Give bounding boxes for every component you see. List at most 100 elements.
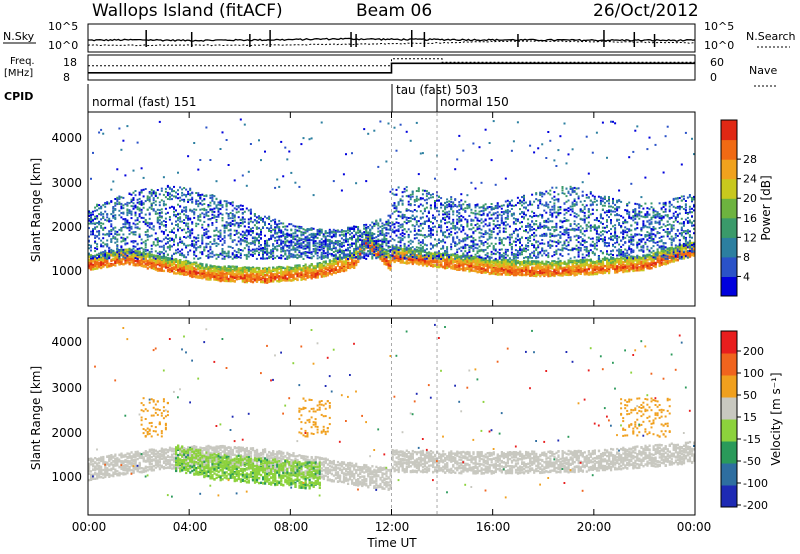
power-cell (328, 239, 331, 241)
power-cell (124, 226, 127, 229)
power-cell (290, 239, 293, 242)
power-cell (148, 235, 151, 238)
power-cell (395, 254, 398, 258)
power-cell (136, 257, 139, 260)
power-cell (411, 253, 414, 256)
power-cell (276, 266, 279, 269)
power-cell (96, 245, 99, 248)
power-cell (353, 230, 356, 232)
power-cell (164, 187, 167, 190)
power-cell (290, 273, 293, 277)
power-cell (90, 256, 92, 258)
power-cell (112, 228, 115, 231)
power-cell (270, 226, 273, 229)
power-cell (193, 273, 196, 277)
power-cell (389, 250, 392, 253)
power-cell (120, 205, 123, 208)
power-cell (308, 238, 311, 240)
power-cell (318, 248, 321, 251)
power-cell (260, 277, 263, 280)
power-cell (302, 277, 305, 281)
power-cell (219, 270, 222, 273)
power-cell (134, 257, 137, 260)
power-cell (258, 139, 260, 142)
power-cell (227, 234, 230, 237)
power-cell (98, 207, 101, 210)
power-cell (342, 234, 345, 237)
power-cell (308, 268, 311, 271)
power-cell (399, 233, 402, 236)
power-cell (241, 249, 244, 252)
power-cell (258, 278, 261, 281)
power-cell (104, 210, 107, 213)
power-cell (413, 200, 416, 203)
power-cell (280, 266, 283, 270)
power-cell (209, 276, 212, 280)
power-cell (88, 212, 90, 215)
power-cell (312, 274, 315, 277)
power-cell (199, 273, 202, 277)
power-cell (310, 239, 313, 242)
power-cell (373, 249, 376, 252)
power-cell (367, 241, 370, 244)
power-cell (363, 233, 366, 236)
power-cell (100, 263, 103, 267)
power-cell (306, 239, 309, 242)
power-cell (243, 247, 246, 250)
power-cell (179, 238, 182, 241)
power-cell (381, 234, 384, 236)
power-cell (205, 255, 208, 257)
power-cell (266, 241, 269, 244)
power-cell (171, 188, 173, 191)
power-cell (110, 252, 113, 255)
power-cell (318, 240, 321, 243)
power-cell (142, 203, 145, 206)
power-cell (367, 234, 370, 237)
power-cell (322, 256, 325, 259)
power-cell (221, 254, 224, 257)
power-cell (96, 203, 99, 206)
power-cell (385, 228, 388, 231)
power-cell (373, 246, 376, 250)
power-cell (138, 220, 141, 223)
power-cell (247, 279, 250, 282)
power-cell (282, 276, 285, 279)
power-cell (347, 259, 350, 262)
power-cell (324, 267, 327, 270)
power-cell (278, 235, 281, 238)
power-cell (308, 245, 311, 248)
power-cell (367, 255, 370, 258)
power-cell (316, 270, 319, 273)
power-cell (227, 252, 230, 255)
power-cell (219, 148, 222, 150)
power-cell (363, 248, 366, 251)
power-cell (334, 231, 337, 234)
power-cell (393, 239, 396, 242)
power-cell (268, 223, 271, 225)
power-cell (201, 267, 204, 270)
power-cell (128, 202, 131, 205)
power-cell (211, 270, 214, 273)
power-cell (314, 240, 317, 243)
power-cell (136, 198, 139, 201)
power-cell (320, 243, 323, 246)
power-cell (290, 271, 293, 274)
power-cell (264, 248, 266, 251)
power-cell (207, 253, 210, 256)
power-cell (385, 232, 388, 234)
power-cell (217, 265, 220, 269)
power-cell (241, 212, 244, 215)
power-cell (102, 213, 105, 215)
power-cell (150, 204, 153, 207)
power-cell (251, 242, 254, 245)
power-cell (274, 229, 277, 232)
power-cell (264, 244, 266, 247)
power-cell (264, 257, 266, 260)
power-cell (300, 270, 303, 273)
power-cell (158, 120, 161, 123)
power-cell (148, 226, 151, 229)
power-cell (187, 272, 190, 276)
power-cell (361, 233, 364, 236)
power-cell (403, 245, 406, 248)
power-cell (389, 249, 392, 252)
